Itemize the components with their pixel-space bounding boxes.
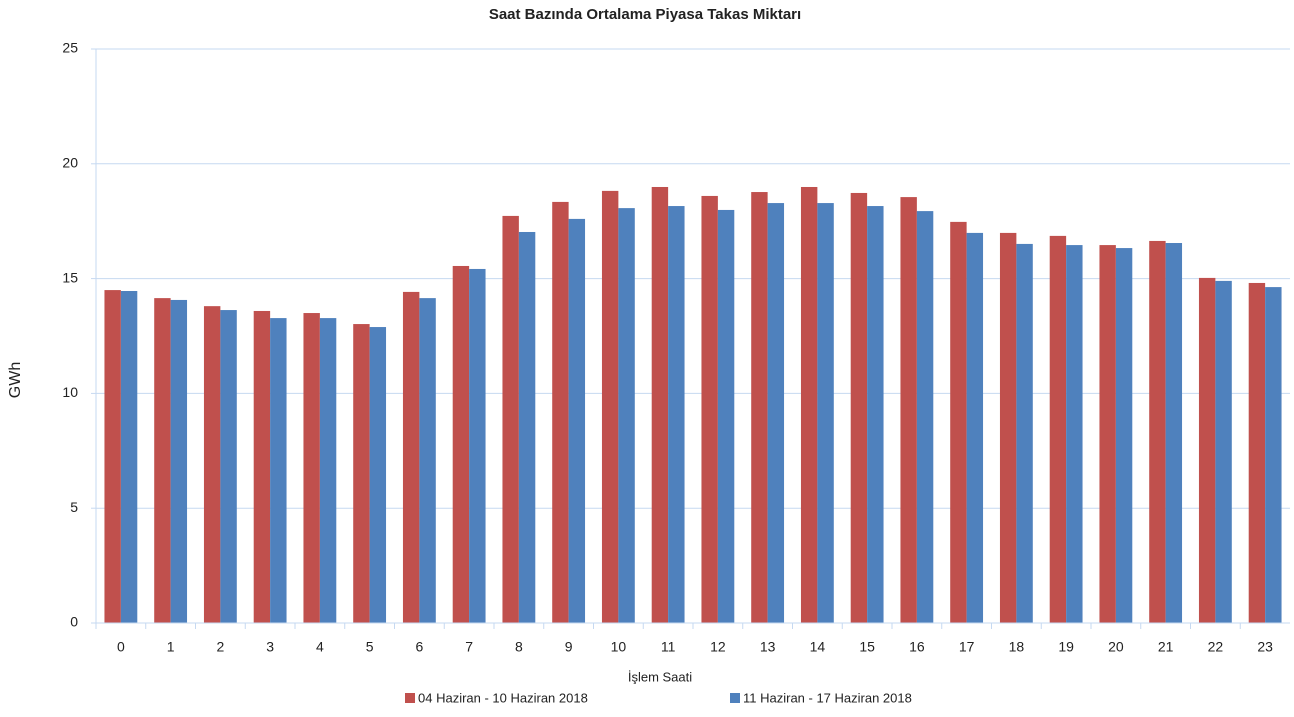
x-tick-label: 21: [1158, 639, 1174, 655]
y-axis-label: GWh: [7, 362, 24, 398]
bar: [402, 291, 420, 623]
bar: [270, 318, 287, 623]
bar: [1066, 245, 1083, 623]
bar: [966, 232, 984, 623]
x-tick-label: 3: [266, 639, 274, 655]
x-tick-label: 7: [465, 639, 473, 655]
x-axis-label: İşlem Saati: [628, 669, 692, 684]
y-tick-label: 0: [70, 614, 78, 630]
x-tick-label: 10: [611, 639, 627, 655]
x-tick-label: 14: [810, 639, 826, 655]
bar: [203, 306, 221, 623]
bar: [1099, 245, 1116, 623]
bar: [751, 192, 768, 623]
y-tick-label: 10: [62, 384, 78, 400]
bar: [353, 324, 370, 623]
legend-label: 11 Haziran - 17 Haziran 2018: [743, 690, 912, 705]
bar: [767, 203, 785, 624]
x-tick-label: 23: [1257, 639, 1273, 655]
bar: [170, 299, 188, 623]
x-tick-label: 17: [959, 639, 975, 655]
bar: [220, 310, 237, 623]
x-tick-label: 15: [859, 639, 875, 655]
y-tick-label: 15: [62, 269, 78, 285]
bar: [701, 195, 718, 623]
bar: [120, 290, 138, 623]
x-tick-label: 13: [760, 639, 776, 655]
bar: [1198, 277, 1216, 623]
y-tick-label: 25: [62, 40, 78, 56]
bar: [618, 208, 635, 623]
bar: [1265, 287, 1282, 623]
x-tick-label: 8: [515, 639, 523, 655]
bar: [369, 327, 387, 623]
x-tick-label: 16: [909, 639, 925, 655]
chart-title: Saat Bazında Ortalama Piyasa Takas Mikta…: [489, 6, 801, 23]
bar: [154, 298, 171, 623]
x-tick-label: 19: [1058, 639, 1074, 655]
x-tick-label: 1: [167, 639, 175, 655]
legend-label: 04 Haziran - 10 Haziran 2018: [418, 690, 588, 705]
bar: [1149, 240, 1166, 623]
legend-swatch: [730, 693, 740, 703]
legend-swatch: [405, 693, 415, 703]
x-tick-label: 9: [565, 639, 573, 655]
x-tick-label: 11: [661, 639, 676, 655]
x-tick-label: 18: [1009, 639, 1025, 655]
bar: [668, 206, 685, 624]
bar: [452, 265, 470, 623]
bar: [601, 190, 619, 623]
bar: [303, 313, 320, 623]
bar: [1049, 235, 1067, 623]
bar: [552, 201, 569, 623]
x-tick-label: 12: [710, 639, 726, 655]
bar: [867, 206, 884, 624]
bar: [419, 298, 436, 623]
x-tick-label: 20: [1108, 639, 1124, 655]
bar: [800, 186, 818, 623]
x-tick-label: 22: [1208, 639, 1224, 655]
bar: [916, 211, 934, 623]
bar: [518, 231, 536, 623]
bar: [1215, 280, 1232, 623]
x-tick-label: 2: [216, 639, 224, 655]
bar: [319, 318, 337, 623]
y-tick-label: 5: [70, 499, 78, 515]
bar: [104, 290, 121, 623]
bar: [1248, 282, 1266, 623]
bar: [1165, 243, 1183, 623]
bar: [817, 203, 834, 624]
bar: [1115, 248, 1133, 623]
bar: [717, 209, 735, 624]
bar: [1016, 243, 1033, 623]
x-tick-label: 5: [366, 639, 374, 655]
x-tick-label: 6: [415, 639, 423, 655]
bar: [950, 221, 967, 623]
bar: [469, 268, 486, 623]
bar: [568, 218, 586, 624]
x-tick-label: 0: [117, 639, 125, 655]
bar: [253, 310, 271, 623]
bar: [502, 215, 519, 624]
bar: [999, 232, 1017, 623]
bar: [850, 192, 868, 623]
y-tick-label: 20: [62, 155, 78, 171]
bar: [651, 186, 669, 623]
x-tick-label: 4: [316, 639, 324, 655]
bar: [900, 197, 917, 624]
